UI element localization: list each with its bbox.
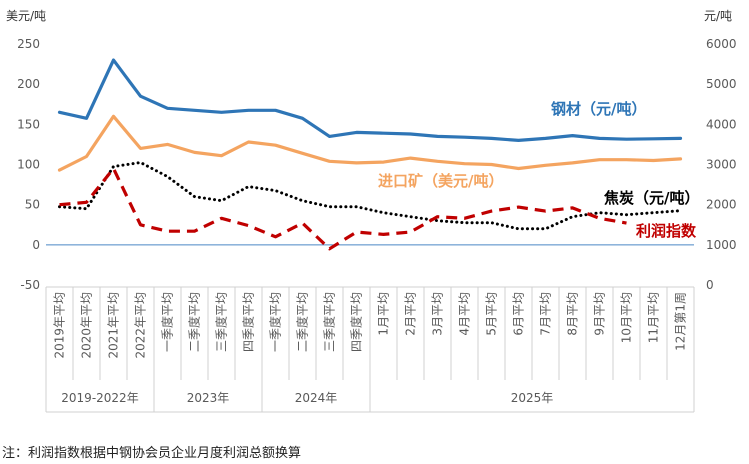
group-labels: 2019-2022年 2023年 2024年 2025年 (61, 391, 553, 405)
legend-label-profit: 利润指数 (636, 222, 697, 240)
group-label: 2025年 (511, 391, 554, 405)
group-label: 2019-2022年 (61, 391, 138, 405)
category-label: 12月第1周 (674, 292, 688, 351)
category-grid (45, 244, 695, 413)
left-tick-label: 200 (17, 77, 40, 91)
series-line-进口矿（美元/吨） (57, 114, 683, 172)
left-tick-label: 150 (17, 117, 40, 131)
right-tick-label: 2000 (706, 198, 737, 212)
category-label: 二季度平均 (295, 292, 310, 352)
series-line-焦炭（元/吨） (58, 161, 682, 231)
category-label: 二季度平均 (187, 292, 202, 352)
legend-label-coke: 焦炭（元/吨） (603, 189, 699, 207)
right-tick-label: 6000 (706, 37, 737, 51)
group-label: 2024年 (295, 391, 338, 405)
category-label: 7月平均 (539, 292, 553, 336)
category-label: 三季度平均 (322, 292, 337, 352)
right-axis: 6000 5000 4000 3000 2000 1000 0 (706, 37, 737, 292)
category-label: 四季度平均 (241, 292, 256, 352)
category-label: 2020年平均 (80, 292, 94, 359)
right-tick-label: 3000 (706, 158, 737, 172)
series-line-利润指数 (59, 166, 627, 251)
series-line-钢材（元/吨） (57, 58, 683, 142)
group-label: 2023年 (187, 391, 230, 405)
category-label: 2022年平均 (134, 292, 148, 359)
category-label: 9月平均 (593, 292, 607, 336)
category-label: 10月平均 (620, 292, 634, 343)
category-label: 4月平均 (458, 292, 472, 336)
right-tick-label: 4000 (706, 117, 737, 131)
category-label: 一季度平均 (160, 292, 175, 352)
left-tick-label: 100 (17, 158, 40, 172)
left-axis-title: 美元/吨 (6, 9, 46, 23)
series-lines (57, 58, 683, 251)
category-label: 6月平均 (512, 292, 526, 336)
left-tick-label: -50 (20, 278, 40, 292)
category-label: 2月平均 (404, 292, 418, 336)
right-tick-label: 1000 (706, 238, 737, 252)
category-label: 2019年平均 (53, 292, 67, 359)
left-axis: 250 200 150 100 50 0 -50 (17, 37, 40, 292)
category-label: 2021年平均 (107, 292, 121, 359)
category-label: 5月平均 (485, 292, 499, 336)
category-label: 3月平均 (431, 292, 445, 336)
left-tick-label: 50 (25, 198, 40, 212)
category-label: 8月平均 (566, 292, 580, 336)
category-label: 三季度平均 (214, 292, 229, 352)
category-label: 四季度平均 (349, 292, 364, 352)
legend-label-steel: 钢材（元/吨） (551, 100, 646, 118)
left-tick-label: 250 (17, 37, 40, 51)
category-label: 11月平均 (647, 292, 661, 343)
legend-label-ore: 进口矿（美元/吨） (378, 172, 503, 190)
category-labels: 2019年平均 2020年平均 2021年平均 2022年平均 一季度平均 二季度平均 三季… (53, 292, 688, 359)
right-axis-title: 元/吨 (704, 9, 732, 23)
category-label: 1月平均 (377, 292, 391, 336)
right-tick-label: 5000 (706, 77, 737, 91)
left-tick-label: 0 (32, 238, 40, 252)
category-label: 一季度平均 (268, 292, 283, 352)
footnote: 注：利润指数根据中钢协会员企业月度利润总额换算 (2, 446, 302, 461)
right-tick-label: 0 (706, 278, 714, 292)
